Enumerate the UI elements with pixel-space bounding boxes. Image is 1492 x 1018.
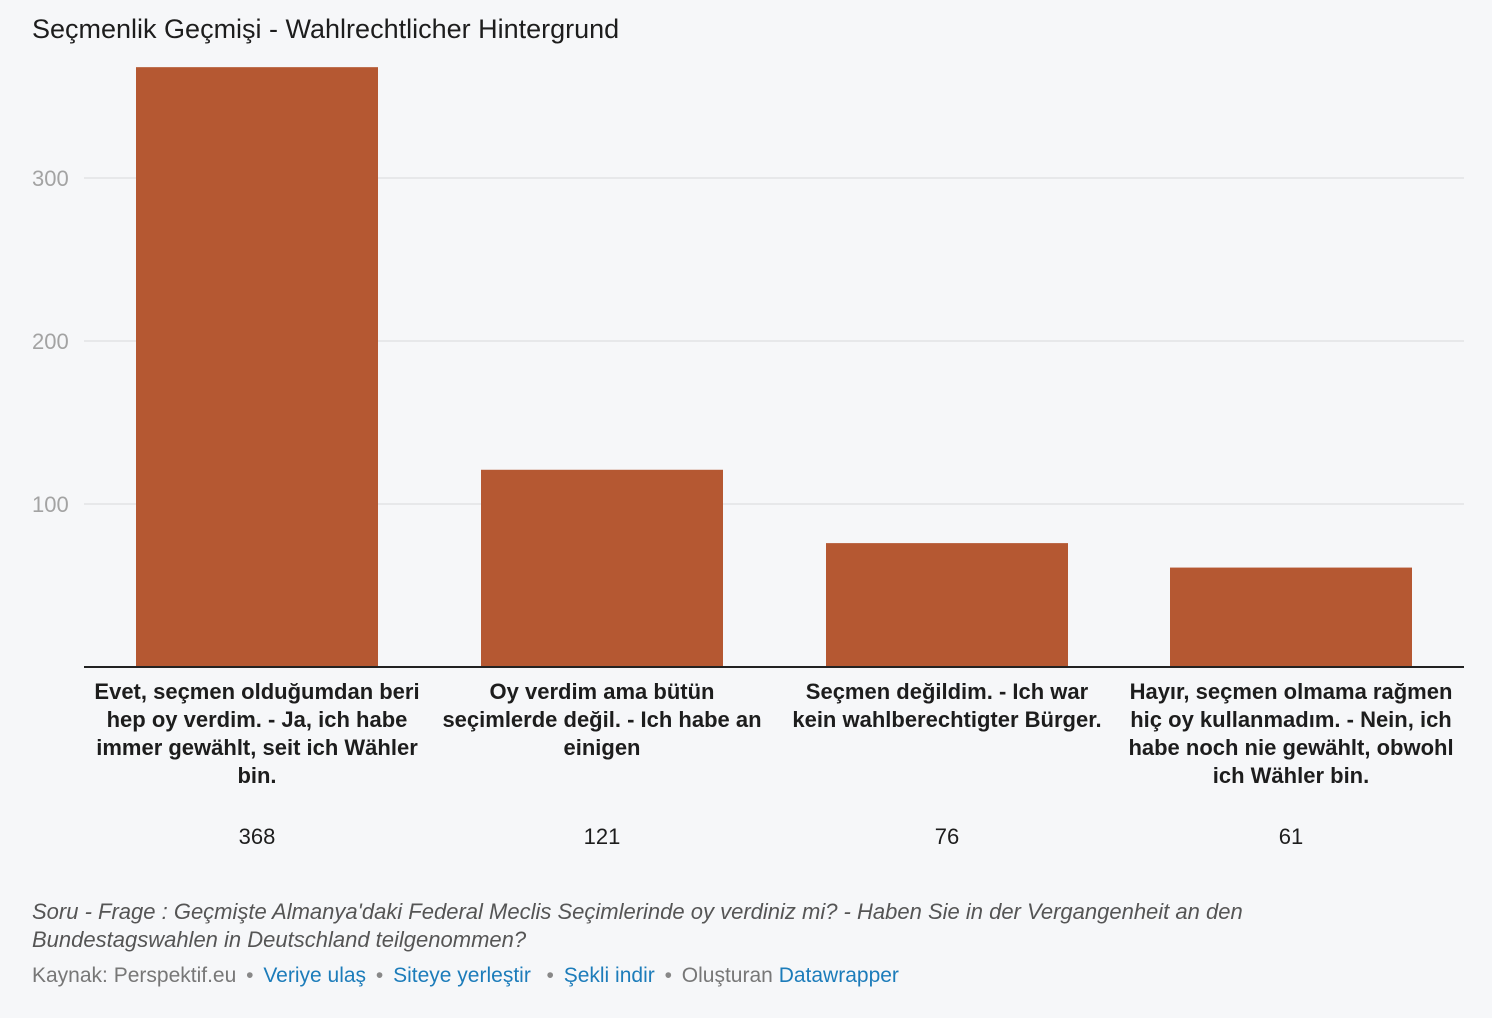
bar[interactable]	[1170, 567, 1412, 667]
bar[interactable]	[481, 469, 723, 667]
embed-link[interactable]: Siteye yerleştir	[393, 964, 531, 987]
value-label: 61	[1278, 824, 1304, 849]
chart-notes: Soru - Frage : Geçmişte Almanya'daki Fed…	[32, 899, 1243, 952]
get-data-link[interactable]: Veriye ulaş	[263, 964, 367, 987]
chart-title: Seçmenlik Geçmişi - Wahlrechtlicher Hint…	[32, 14, 620, 44]
x-category-label: Oy verdim ama bütün seçimlerde değil. - …	[442, 679, 762, 760]
separator: •	[375, 964, 384, 987]
source-text: Kaynak: Perspektif.eu	[32, 964, 237, 987]
chart-footer: Kaynak: Perspektif.eu • Veriye ulaş • Si…	[32, 964, 899, 988]
y-tick-label: 200	[32, 329, 69, 354]
download-image-link[interactable]: Şekli indir	[563, 964, 655, 987]
bar-chart: 100 200 300	[32, 67, 1464, 668]
created-with-text: Oluşturan	[681, 964, 773, 987]
bar[interactable]	[826, 543, 1068, 667]
value-label: 368	[238, 824, 276, 849]
separator: •	[664, 964, 672, 987]
separator: •	[540, 964, 554, 987]
datawrapper-link[interactable]: Datawrapper	[778, 964, 899, 987]
value-label: 76	[934, 824, 960, 849]
value-label: 121	[583, 824, 621, 849]
x-category-label: Hayır, seçmen olmama rağmen hiç oy kulla…	[1128, 679, 1454, 788]
x-category-label: Seçmen değildim. - Ich war kein wahlbere…	[792, 679, 1102, 732]
bar[interactable]	[136, 67, 378, 667]
y-tick-label: 100	[32, 492, 69, 517]
bars	[136, 67, 1412, 667]
x-category-label: Evet, seçmen olduğumdan beri hep oy verd…	[94, 679, 420, 788]
y-tick-label: 300	[32, 166, 69, 191]
separator: •	[246, 964, 254, 987]
